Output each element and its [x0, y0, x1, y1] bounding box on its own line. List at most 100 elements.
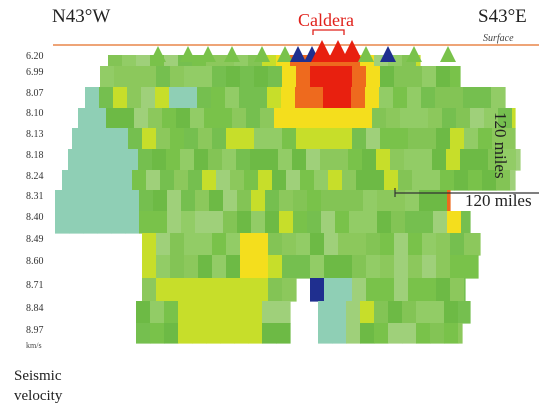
velocity-cell [352, 128, 367, 150]
velocity-cell [156, 66, 171, 88]
velocity-cell [346, 323, 361, 344]
velocity-cell [468, 170, 483, 191]
velocity-cell [92, 108, 107, 129]
velocity-cell [248, 301, 263, 324]
velocity-cell [408, 278, 423, 302]
velocity-cell [458, 301, 471, 324]
velocity-cell [405, 190, 420, 212]
velocity-cell [212, 128, 227, 150]
velocity-cell [394, 233, 409, 256]
velocity-cell [209, 211, 224, 234]
volcano-marker-icon [341, 40, 363, 62]
velocity-cell [296, 128, 311, 150]
velocity-cell [212, 66, 227, 88]
velocity-cell [512, 108, 516, 129]
velocity-cell [68, 149, 83, 171]
velocity-cell [388, 323, 403, 344]
velocity-cell [106, 108, 121, 129]
velocity-cell [232, 108, 247, 129]
velocity-cell [478, 233, 481, 256]
velocity-cell [127, 87, 142, 109]
velocity-cell [174, 170, 189, 191]
volcano-marker-icon [277, 46, 293, 62]
velocity-cell [220, 301, 235, 324]
velocity-cell [394, 66, 409, 88]
velocity-cell [366, 255, 381, 279]
velocity-cell [478, 128, 493, 150]
velocity-cell [432, 149, 447, 171]
velocity-cell [324, 255, 339, 279]
velocity-cell [136, 55, 151, 67]
velocity-cell [363, 190, 378, 212]
velocity-cell [352, 66, 367, 88]
direction-label-right: S43°E [478, 6, 527, 27]
velocity-cell [198, 233, 213, 256]
velocity-cell [366, 66, 381, 88]
velocity-cell [108, 55, 123, 67]
velocity-cell [447, 211, 462, 234]
velocity-cell [380, 233, 395, 256]
velocity-cell [198, 66, 213, 88]
velocity-cell [307, 190, 322, 212]
velocity-cell [181, 190, 196, 212]
velocity-cell [408, 255, 423, 279]
velocity-cell [332, 301, 347, 324]
velocity-cell [436, 233, 451, 256]
velocity-cell [310, 233, 325, 256]
velocity-cell [362, 149, 377, 171]
velocity-cell [134, 108, 149, 129]
velocity-cell [260, 108, 275, 129]
velocity-cell [324, 233, 339, 256]
velocity-cell [124, 149, 139, 171]
velocity-cell [184, 128, 199, 150]
velocity-cell [118, 170, 133, 191]
velocity-cell [444, 301, 459, 324]
velocity-cell [156, 278, 171, 302]
velocity-cell [400, 108, 415, 129]
velocity-cell [296, 66, 311, 88]
velocity-cell [268, 233, 283, 256]
volcano-marker-icon [200, 46, 216, 62]
velocity-cell [206, 301, 221, 324]
velocity-cell [408, 233, 423, 256]
velocity-cell [170, 278, 185, 302]
velocity-cell [402, 323, 417, 344]
volcano-marker-icon [254, 46, 270, 62]
velocity-label: 8.07 [26, 88, 44, 99]
velocity-cell [55, 211, 70, 234]
velocity-cell [268, 278, 283, 302]
velocity-cell [377, 211, 392, 234]
velocity-cell [162, 108, 177, 129]
velocity-cell [391, 211, 406, 234]
velocity-cell [460, 149, 475, 171]
velocity-cell [300, 170, 315, 191]
caldera-bracket [312, 29, 345, 35]
velocity-cell [197, 87, 212, 109]
velocity-cell [366, 128, 381, 150]
velocity-cell [153, 211, 168, 234]
velocity-cell [282, 66, 297, 88]
velocity-cell [433, 190, 448, 212]
velocity-cell [321, 211, 336, 234]
velocity-cell [279, 211, 294, 234]
velocity-cell [360, 301, 375, 324]
velocity-cell [69, 211, 84, 234]
velocity-cell [254, 128, 269, 150]
velocity-cell [82, 149, 97, 171]
velocity-cell [318, 323, 333, 344]
velocity-cell [226, 66, 241, 88]
velocity-cell [390, 149, 405, 171]
velocity-cell [296, 233, 311, 256]
velocity-cell [184, 278, 199, 302]
velocity-cell [125, 211, 140, 234]
velocity-cell [164, 323, 179, 344]
velocity-cell [348, 149, 363, 171]
velocity-cell [377, 190, 392, 212]
velocity-cell [120, 108, 135, 129]
velocity-cell [181, 211, 196, 234]
velocity-cell [419, 211, 434, 234]
velocity-cell [150, 323, 165, 344]
velocity-cell [209, 190, 224, 212]
velocity-cell [380, 278, 395, 302]
velocity-label: 6.99 [26, 67, 44, 78]
